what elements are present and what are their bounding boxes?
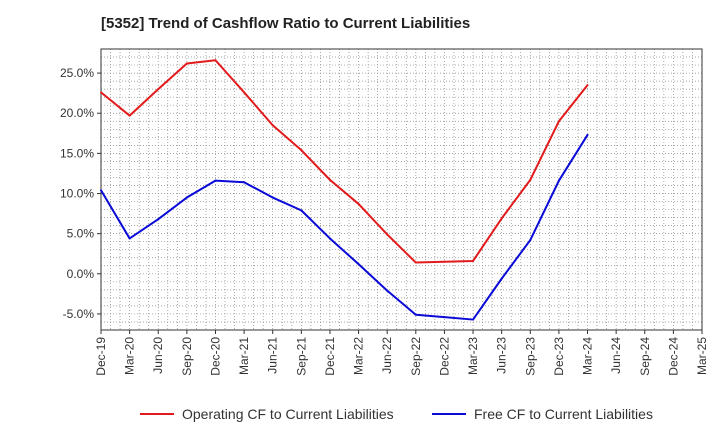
data-point bbox=[414, 261, 417, 264]
x-tick-label: Dec-21 bbox=[323, 337, 337, 376]
data-point bbox=[386, 289, 389, 292]
x-tick-label: Mar-23 bbox=[466, 337, 480, 375]
x-tick-label: Sep-20 bbox=[180, 337, 194, 376]
data-point bbox=[414, 313, 417, 316]
data-point bbox=[185, 62, 188, 65]
data-point bbox=[529, 239, 532, 242]
y-tick-label: 5.0% bbox=[67, 227, 95, 241]
data-point bbox=[271, 196, 274, 199]
data-point bbox=[157, 218, 160, 221]
legend-label: Free CF to Current Liabilities bbox=[474, 406, 653, 422]
data-point bbox=[214, 59, 217, 62]
x-tick-label: Dec-24 bbox=[666, 337, 680, 376]
x-tick-label: Sep-24 bbox=[638, 337, 652, 376]
x-tick-label: Dec-23 bbox=[552, 337, 566, 376]
y-tick-label: 25.0% bbox=[60, 66, 94, 80]
x-tick-label: Jun-21 bbox=[266, 337, 280, 374]
y-tick-label: 10.0% bbox=[60, 187, 94, 201]
x-tick-label: Jun-23 bbox=[495, 337, 509, 374]
x-tick-label: Dec-22 bbox=[437, 337, 451, 376]
data-point bbox=[185, 196, 188, 199]
data-point bbox=[472, 318, 475, 321]
chart-title: [5352] Trend of Cashflow Ratio to Curren… bbox=[101, 15, 471, 32]
data-point bbox=[243, 91, 246, 94]
data-point bbox=[300, 149, 303, 152]
series-line-operating-cf bbox=[100, 59, 589, 264]
data-point bbox=[157, 88, 160, 91]
x-tick-label: Jun-22 bbox=[380, 337, 394, 374]
data-point bbox=[328, 178, 331, 181]
data-point bbox=[100, 189, 102, 192]
y-tick-label: 20.0% bbox=[60, 106, 94, 120]
data-point bbox=[128, 237, 131, 240]
data-point bbox=[529, 178, 532, 181]
data-point bbox=[300, 209, 303, 212]
x-tick-label: Dec-20 bbox=[208, 337, 222, 376]
x-tick-label: Mar-20 bbox=[123, 337, 137, 375]
x-tick-label: Jun-24 bbox=[609, 337, 623, 374]
data-point bbox=[500, 217, 503, 220]
data-point bbox=[271, 124, 274, 127]
data-point bbox=[128, 114, 131, 117]
y-tick-label: -5.0% bbox=[63, 307, 95, 321]
x-tick-label: Dec-19 bbox=[94, 337, 108, 376]
data-point bbox=[214, 179, 217, 182]
data-point bbox=[557, 179, 560, 182]
x-tick-label: Mar-21 bbox=[237, 337, 251, 375]
data-point bbox=[443, 316, 446, 319]
x-tick-label: Sep-23 bbox=[523, 337, 537, 376]
data-point bbox=[443, 260, 446, 263]
data-point bbox=[100, 91, 102, 94]
plot-area bbox=[101, 49, 702, 330]
data-point bbox=[357, 263, 360, 266]
x-tick-label: Sep-21 bbox=[294, 337, 308, 376]
data-point bbox=[500, 277, 503, 280]
data-point bbox=[557, 120, 560, 123]
series-line-free-cf bbox=[100, 134, 589, 321]
data-point bbox=[328, 237, 331, 240]
x-tick-label: Mar-24 bbox=[581, 337, 595, 375]
x-tick-label: Sep-22 bbox=[409, 337, 423, 376]
data-point bbox=[243, 181, 246, 184]
data-point bbox=[586, 133, 589, 136]
data-point bbox=[586, 84, 589, 87]
x-tick-label: Mar-25 bbox=[695, 337, 709, 375]
data-point bbox=[472, 259, 475, 262]
data-point bbox=[357, 202, 360, 205]
x-tick-label: Jun-20 bbox=[151, 337, 165, 374]
x-tick-label: Mar-22 bbox=[352, 337, 366, 375]
data-point bbox=[386, 233, 389, 236]
y-tick-label: 15.0% bbox=[60, 146, 94, 160]
legend-label: Operating CF to Current Liabilities bbox=[182, 406, 394, 422]
y-tick-label: 0.0% bbox=[67, 267, 95, 281]
